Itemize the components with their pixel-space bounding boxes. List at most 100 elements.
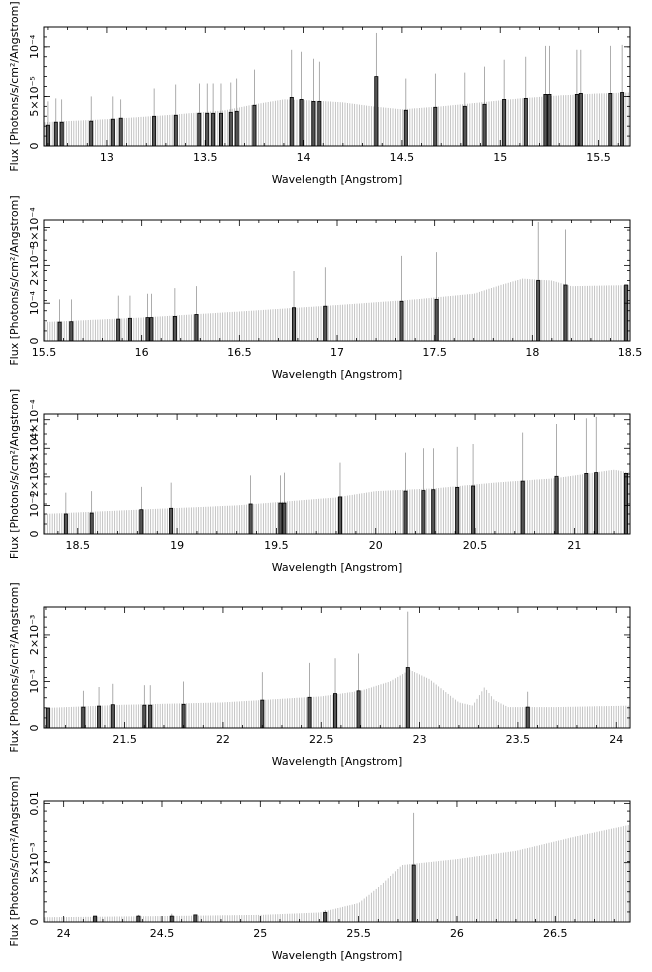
emission-line-bar xyxy=(118,117,123,147)
x-tick-label: 15 xyxy=(493,151,507,164)
emission-line-bar xyxy=(624,284,629,342)
emission-line-bar xyxy=(563,284,568,342)
panel-5: 24 24.5 25 25.5 26 26.5 0 5×10⁻³ 0.01 Wavelength … xyxy=(8,776,631,962)
emission-line-bar xyxy=(278,502,283,535)
emission-line-bar xyxy=(543,94,548,147)
emission-line-bar xyxy=(356,690,361,729)
emission-line-bar xyxy=(554,475,559,535)
emission-line-bar xyxy=(299,99,304,147)
emission-line-bar xyxy=(523,98,528,147)
emission-line-bar xyxy=(411,864,416,923)
emission-line-bar xyxy=(148,704,153,729)
emission-line-bar xyxy=(139,509,144,535)
x-tick-label: 17.5 xyxy=(422,346,447,359)
emission-line-bar xyxy=(525,706,530,729)
emission-line-bar xyxy=(547,94,552,147)
emission-line-bar xyxy=(332,693,337,729)
panel-4: 21.5 22 22.5 23 23.5 24 0 10⁻³ 2×10⁻³ Wavelength … xyxy=(8,582,631,768)
x-tick-label: 20.5 xyxy=(463,539,488,552)
x-tick-label: 25.5 xyxy=(346,927,371,940)
x-tick-label: 22.5 xyxy=(309,733,334,746)
emission-line-bar xyxy=(252,104,257,147)
y-tick-label: 0 xyxy=(28,919,41,926)
emission-line-bar xyxy=(323,912,328,923)
emission-line-bar xyxy=(317,101,322,147)
x-tick-label: 14 xyxy=(297,151,311,164)
emission-line-bar xyxy=(455,486,460,535)
y-tick-label: 0 xyxy=(28,338,41,345)
panel-2: 15.5 16 16.5 17 17.5 18 18.5 0 10⁻⁴ 2×10⁻⁴3×10⁻⁴ W… xyxy=(8,195,642,381)
y-tick-label: 2×10⁻⁴ xyxy=(28,456,41,497)
emission-line-bar xyxy=(291,307,296,342)
x-tick-label: 19.5 xyxy=(264,539,289,552)
emission-line-bar xyxy=(205,112,210,147)
x-tick-label: 24 xyxy=(609,733,623,746)
emission-line-bar xyxy=(260,699,265,729)
y-tick-label: 0.01 xyxy=(28,791,41,816)
emission-line-bar xyxy=(181,703,186,729)
emission-line-bar xyxy=(620,92,625,147)
x-tick-label: 24.5 xyxy=(150,927,175,940)
emission-line-bar xyxy=(248,503,253,535)
emission-line-bar xyxy=(584,472,589,535)
x-tick-label: 15.5 xyxy=(32,346,57,359)
emission-line-bar xyxy=(434,298,439,342)
x-tick-label: 26 xyxy=(450,927,464,940)
x-tick-label: 13 xyxy=(100,151,114,164)
y-axis-title: Flux [Photons/s/cm²/Angstrom] xyxy=(8,582,21,752)
y-tick-label: 0 xyxy=(28,725,41,732)
emission-line-bar xyxy=(173,114,178,147)
emission-line-bar xyxy=(169,507,174,535)
y-tick-label: 2×10⁻³ xyxy=(28,615,41,655)
emission-line-bar xyxy=(337,496,342,535)
emission-line-bar xyxy=(218,112,223,147)
x-tick-label: 23.5 xyxy=(506,733,531,746)
y-axis-title: Flux [Photons/s/cm²/Angstrom] xyxy=(8,389,21,559)
emission-line-bar xyxy=(53,121,58,147)
emission-line-bar xyxy=(59,121,64,147)
emission-line-bar xyxy=(45,124,50,147)
panel-3: 18.5 19 19.5 20 20.5 21 0 10⁻⁴2×10⁻⁴3×10⁻⁴4×10⁻… xyxy=(8,389,631,574)
emission-line-bar xyxy=(127,317,132,342)
continuum-bins xyxy=(44,825,629,922)
emission-line-bar xyxy=(608,93,613,147)
emission-line-bar xyxy=(228,111,233,147)
x-tick-label: 18 xyxy=(525,346,539,359)
emission-line-bar xyxy=(471,485,476,535)
x-tick-label: 16 xyxy=(135,346,149,359)
emission-line-bar xyxy=(142,704,147,729)
x-axis-title: Wavelength [Angstrom] xyxy=(272,949,403,962)
y-tick-label: 10⁻⁴ xyxy=(28,290,41,315)
emission-line-bar xyxy=(81,706,86,729)
emission-line-bar xyxy=(89,120,94,147)
y-axis-title: Flux [Photons/s/cm²/Angstrom] xyxy=(8,195,21,365)
emission-line-bar xyxy=(194,314,199,342)
emission-line-bar xyxy=(594,472,599,535)
emission-line-bar xyxy=(399,300,404,342)
continuum-bins xyxy=(44,469,629,534)
x-tick-label: 16.5 xyxy=(227,346,252,359)
y-tick-label: 0 xyxy=(28,143,41,150)
emission-line-bar xyxy=(93,915,98,923)
x-tick-label: 22 xyxy=(216,733,230,746)
y-tick-label: 3×10⁻⁴ xyxy=(28,207,41,248)
x-tick-label: 18.5 xyxy=(66,539,91,552)
emission-line-bar xyxy=(116,318,121,342)
x-tick-label: 15.5 xyxy=(586,151,611,164)
emission-line-bar xyxy=(172,315,177,342)
y-axis-title: Flux [Photons/s/cm²/Angstrom] xyxy=(8,776,21,946)
emission-line-bar xyxy=(145,317,150,342)
y-tick-label: 10⁻³ xyxy=(28,669,41,693)
emission-line-bar xyxy=(234,110,239,147)
x-axis-title: Wavelength [Angstrom] xyxy=(272,173,403,186)
emission-line-bar xyxy=(193,914,198,923)
emission-line-bar xyxy=(89,512,94,535)
emission-line-bar xyxy=(197,112,202,147)
x-axis-title: Wavelength [Angstrom] xyxy=(272,368,403,381)
emission-line-bar xyxy=(57,321,62,342)
y-tick-label: 5×10⁻³ xyxy=(28,842,41,882)
emission-line-bar xyxy=(211,112,216,147)
emission-line-bar xyxy=(307,696,312,729)
emission-line-bar xyxy=(578,93,583,147)
